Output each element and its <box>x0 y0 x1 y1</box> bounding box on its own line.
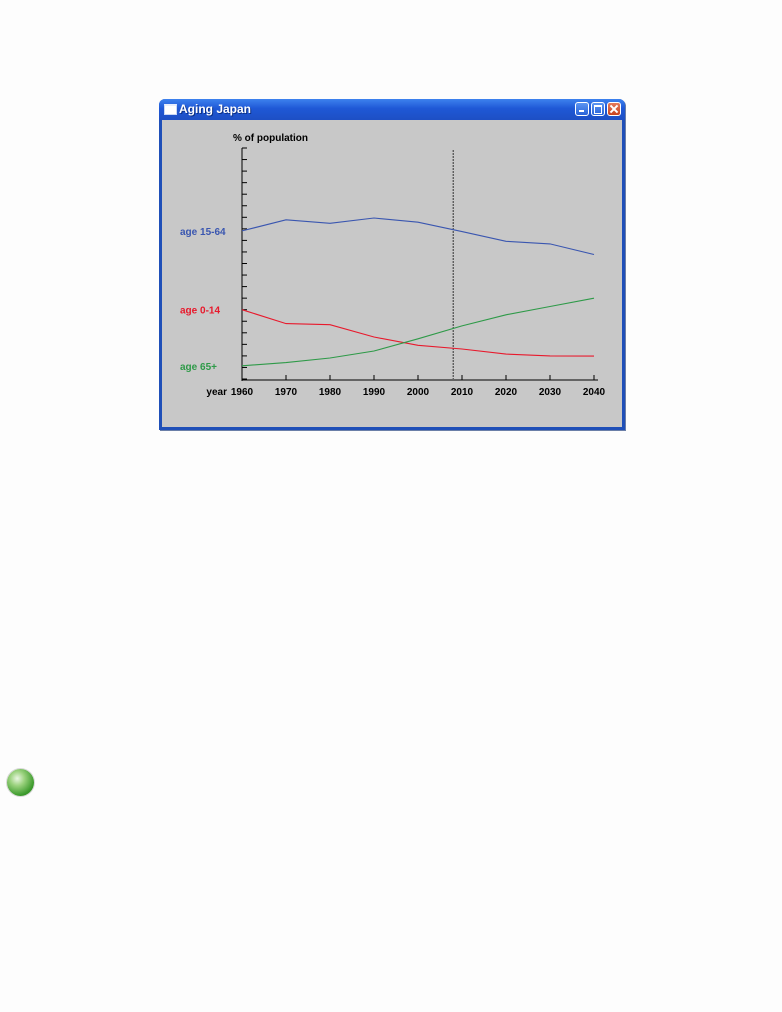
x-axis-label: year <box>206 387 227 398</box>
series-line-age-15-64 <box>241 217 595 256</box>
x-tick-label: 2030 <box>539 387 562 398</box>
minimize-button[interactable] <box>575 102 589 116</box>
window-icon <box>164 104 177 115</box>
chart-window: Aging Japan year 1960 1970 1980 1990 2000 2010… <box>159 99 625 430</box>
series-label: age 0-14 <box>180 306 220 317</box>
x-tick-label: 1980 <box>319 387 342 398</box>
series-label: age 15-64 <box>180 227 226 238</box>
x-tick-label: 1990 <box>363 387 386 398</box>
x-tick-label: 2020 <box>495 387 518 398</box>
y-axis-label: % of population <box>233 133 308 144</box>
green-bullet-icon <box>7 769 34 796</box>
x-tick-label: 1960 <box>231 387 254 398</box>
window-title: Aging Japan <box>179 102 252 116</box>
x-tick-label: 2010 <box>451 387 474 398</box>
maximize-button[interactable] <box>591 102 605 116</box>
close-button[interactable] <box>607 102 621 116</box>
x-tick-label: 2040 <box>583 387 606 398</box>
series-line-age-0-14 <box>241 309 595 357</box>
title-bar[interactable]: Aging Japan <box>159 99 625 120</box>
series-label: age 65+ <box>180 362 217 373</box>
series-line-age-65- <box>241 297 595 367</box>
line-chart: year 1960 1970 1980 1990 2000 2010 2020 2030 2040… <box>180 133 606 398</box>
x-tick-label: 2000 <box>407 387 430 398</box>
x-tick-label: 1970 <box>275 387 298 398</box>
